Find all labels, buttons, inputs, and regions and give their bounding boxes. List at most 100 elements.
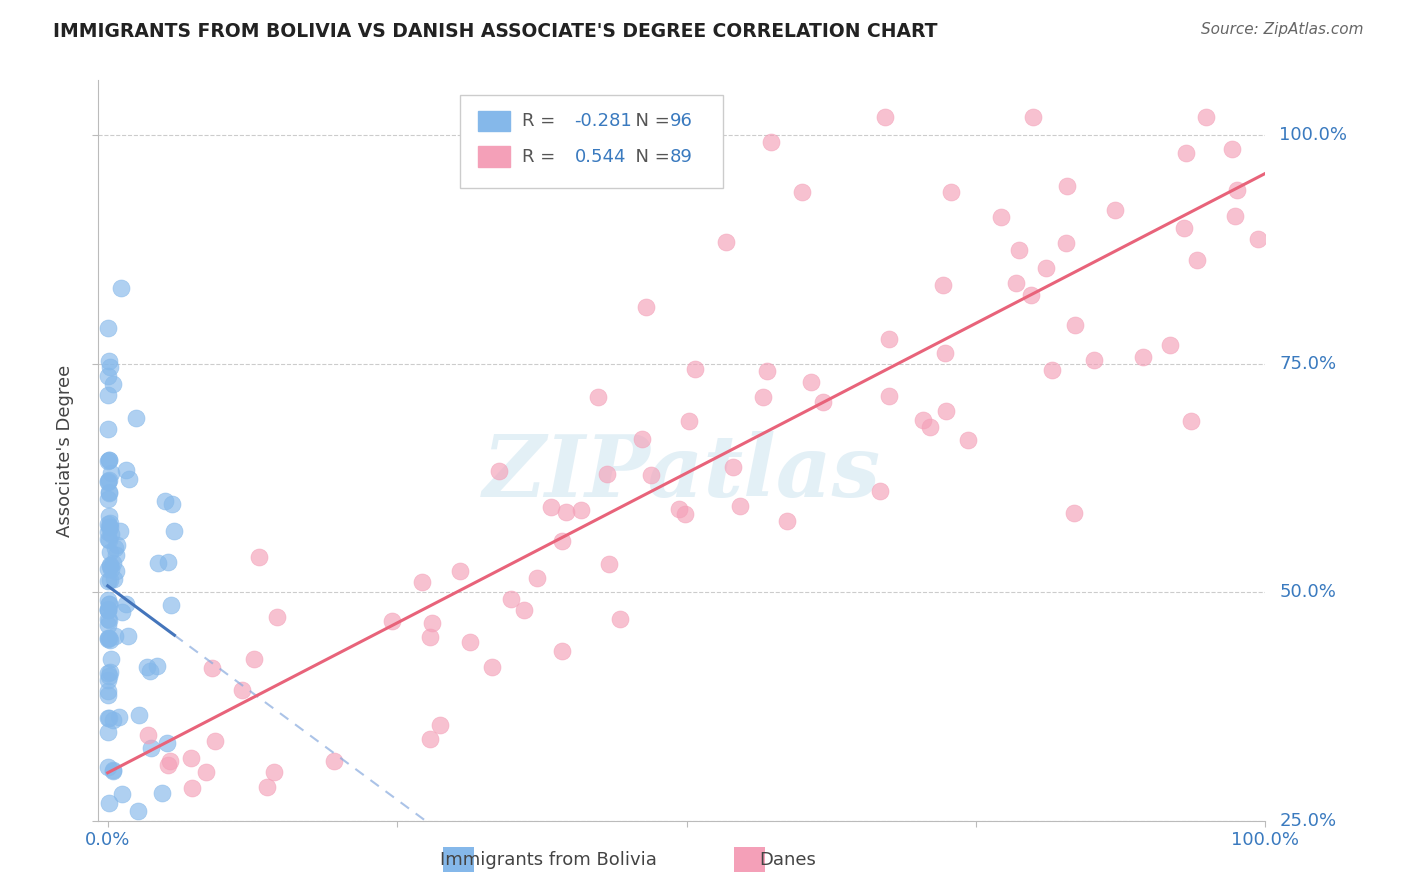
Point	[1180, 414, 1202, 428]
Point	[1008, 243, 1031, 257]
Point	[97, 831, 120, 846]
Point	[97, 562, 120, 576]
Point	[98, 473, 121, 487]
Point	[513, 603, 536, 617]
Point	[111, 787, 134, 801]
Point	[1056, 178, 1078, 193]
Point	[101, 376, 124, 391]
Point	[136, 660, 159, 674]
Point	[668, 502, 690, 516]
Point	[100, 467, 122, 481]
Point	[956, 433, 979, 447]
Point	[1035, 260, 1057, 275]
Point	[1226, 183, 1249, 197]
Point	[97, 673, 120, 688]
Point	[97, 613, 120, 627]
Point	[755, 364, 778, 378]
Point	[1222, 143, 1244, 157]
Point	[97, 618, 120, 632]
Point	[630, 433, 652, 447]
Text: 50.0%: 50.0%	[1279, 583, 1336, 601]
Point	[752, 390, 775, 404]
Point	[104, 549, 127, 563]
Point	[1132, 351, 1154, 365]
Point	[110, 280, 132, 294]
Point	[569, 503, 592, 517]
FancyBboxPatch shape	[478, 111, 510, 131]
Point	[108, 850, 131, 864]
Point	[97, 602, 120, 616]
Point	[263, 764, 285, 779]
Point	[100, 651, 122, 665]
Point	[1004, 276, 1026, 290]
Point	[98, 520, 121, 534]
Point	[97, 796, 120, 810]
Point	[97, 452, 120, 467]
Point	[97, 689, 120, 703]
Point	[488, 464, 510, 478]
Point	[97, 711, 120, 725]
Text: N =: N =	[624, 112, 675, 130]
Point	[429, 717, 451, 731]
Point	[181, 781, 204, 796]
Text: 89: 89	[671, 147, 693, 166]
Point	[678, 414, 700, 428]
Point	[100, 516, 122, 530]
Point	[411, 574, 433, 589]
Point	[156, 736, 179, 750]
Point	[759, 135, 782, 149]
Text: Immigrants from Bolivia: Immigrants from Bolivia	[440, 851, 657, 869]
Point	[160, 497, 183, 511]
Point	[114, 598, 136, 612]
Point	[97, 603, 120, 617]
Y-axis label: Associate's Degree: Associate's Degree	[56, 364, 75, 537]
Point	[97, 388, 120, 402]
Point	[118, 472, 141, 486]
Point	[1063, 506, 1085, 520]
Point	[101, 764, 124, 778]
Point	[98, 533, 121, 547]
Point	[97, 525, 120, 540]
Point	[100, 562, 122, 576]
Point	[449, 564, 471, 578]
Point	[322, 754, 344, 768]
Point	[97, 632, 120, 647]
Point	[98, 573, 121, 587]
Point	[97, 597, 120, 611]
Point	[776, 514, 799, 528]
Point	[156, 758, 179, 772]
Point	[419, 630, 441, 644]
Point	[1104, 203, 1126, 218]
Text: 96: 96	[671, 112, 693, 130]
Point	[103, 572, 125, 586]
Point	[100, 526, 122, 541]
Point	[97, 474, 120, 488]
Point	[97, 669, 120, 683]
Point	[911, 412, 934, 426]
Point	[97, 593, 120, 607]
Point	[640, 467, 662, 482]
Point	[728, 500, 751, 514]
Point	[146, 658, 169, 673]
Point	[636, 301, 658, 315]
Point	[877, 332, 900, 346]
Point	[97, 475, 120, 490]
Point	[159, 754, 181, 768]
Point	[790, 186, 813, 200]
Text: 75.0%: 75.0%	[1279, 355, 1337, 373]
Point	[97, 485, 120, 500]
Text: ZIPatlas: ZIPatlas	[482, 431, 882, 515]
Point	[800, 375, 823, 389]
Point	[1159, 337, 1181, 351]
Point	[180, 750, 202, 764]
Point	[103, 541, 125, 556]
Point	[877, 389, 900, 403]
Point	[256, 780, 278, 795]
Point	[163, 524, 186, 538]
Text: N =: N =	[624, 147, 675, 166]
Point	[1022, 110, 1045, 124]
Point	[1185, 253, 1208, 268]
Text: R =: R =	[522, 147, 561, 166]
Text: Source: ZipAtlas.com: Source: ZipAtlas.com	[1201, 22, 1364, 37]
Point	[97, 828, 120, 842]
